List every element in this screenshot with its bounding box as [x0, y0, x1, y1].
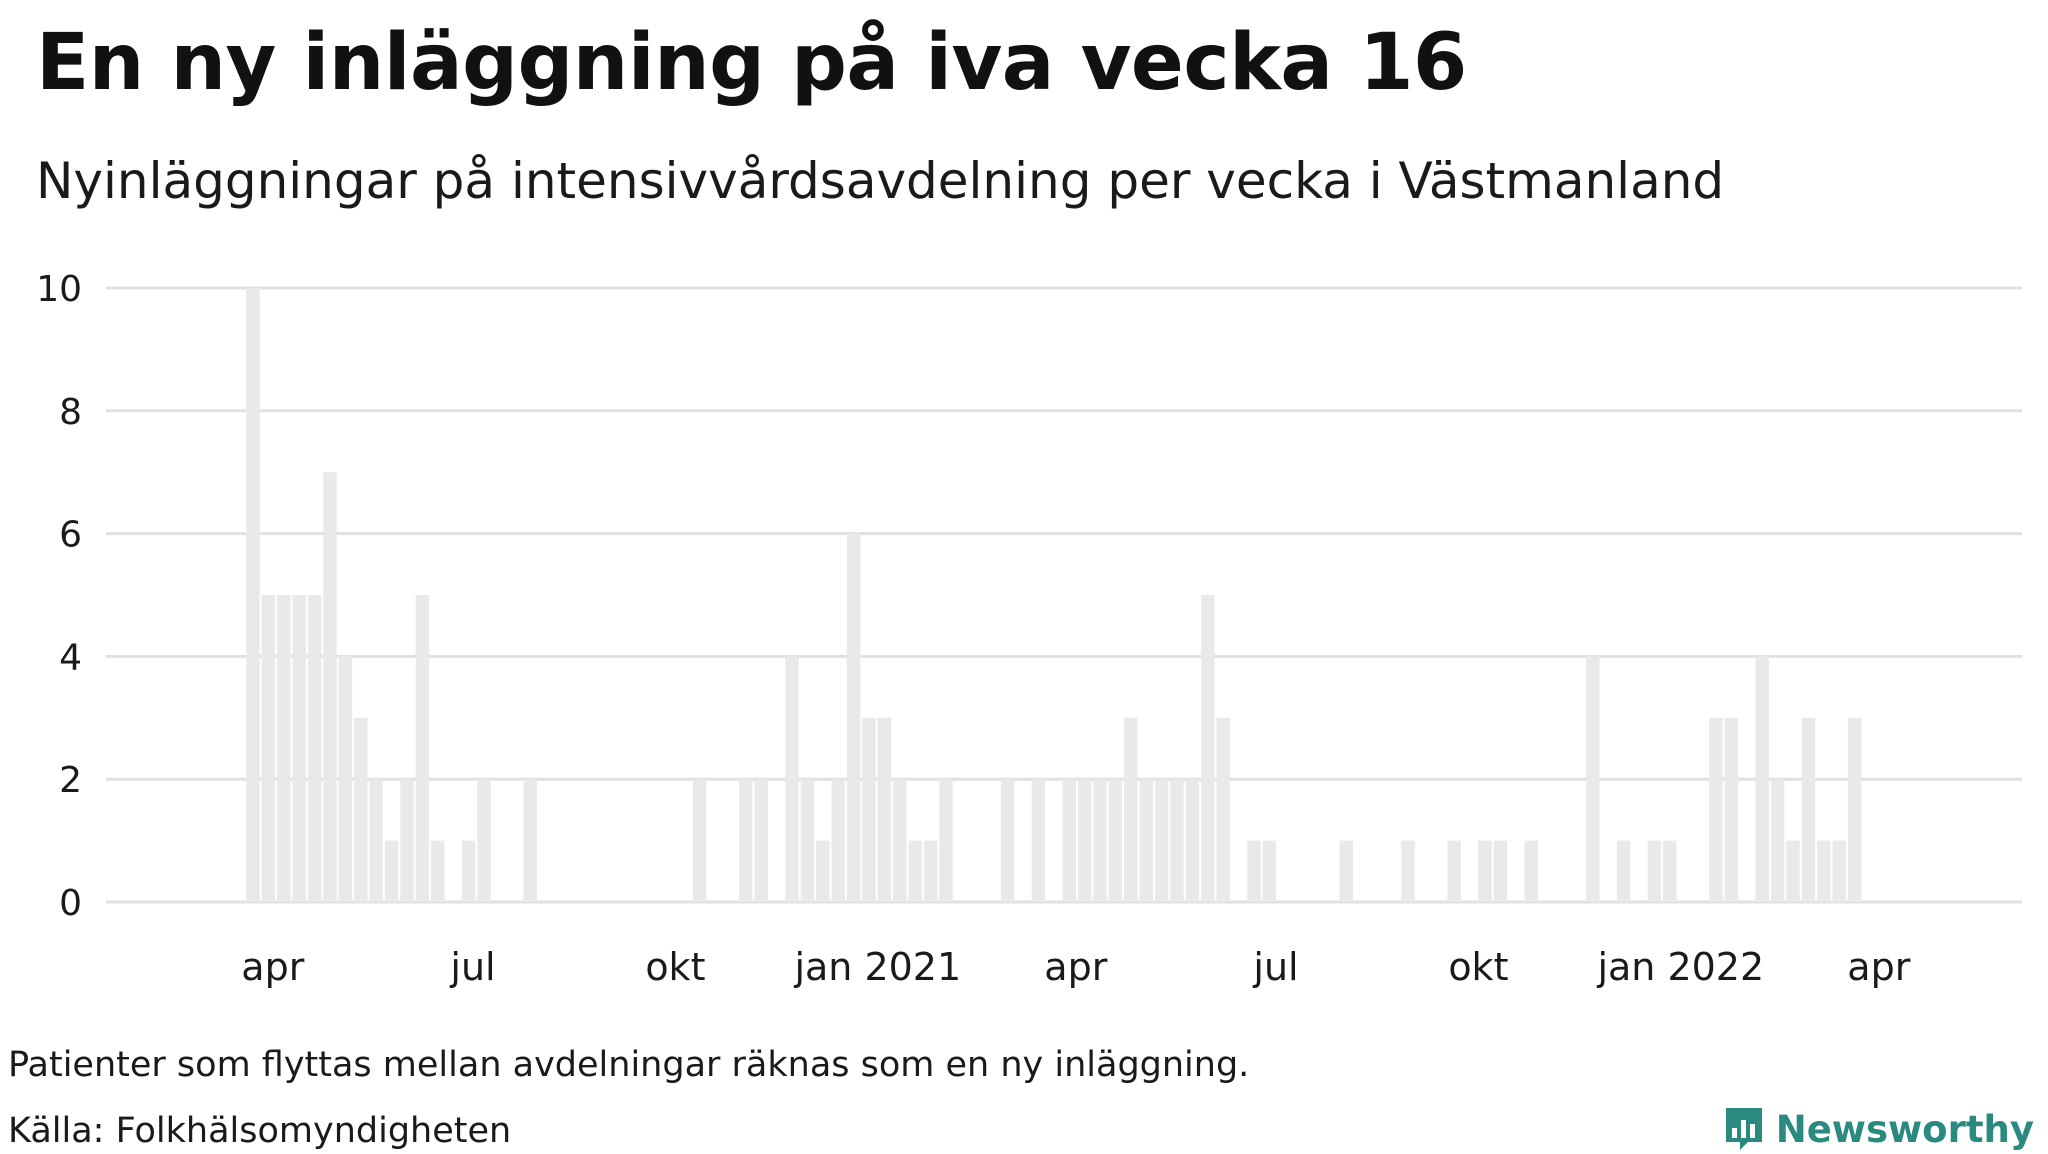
bar: [354, 717, 368, 902]
bar: [785, 656, 799, 902]
bar: [415, 595, 430, 902]
bar: [1663, 840, 1677, 902]
bar: [1216, 717, 1230, 902]
bar: [739, 779, 753, 902]
bar: [1709, 717, 1723, 902]
bar: [369, 779, 383, 902]
bar: [523, 779, 537, 902]
bar: [1586, 656, 1600, 902]
bar: [1185, 779, 1200, 902]
bar: [1139, 779, 1153, 902]
bar: [1154, 779, 1169, 902]
brand-logo: Newsworthy: [1722, 1104, 2034, 1154]
bar: [893, 779, 907, 902]
source-credit: Källa: Folkhälsomyndigheten: [8, 1111, 512, 1151]
bar: [400, 779, 414, 902]
bar: [1724, 717, 1739, 902]
bar: [1247, 840, 1261, 902]
bar: [1832, 840, 1846, 902]
bar: [1770, 779, 1785, 902]
bar: [461, 840, 476, 902]
bar: [1093, 779, 1107, 902]
x-tick-label: apr: [241, 945, 304, 989]
bar: [1000, 779, 1015, 902]
bar: [1124, 717, 1138, 902]
bar: [1616, 840, 1631, 902]
bar: [1478, 840, 1492, 902]
bar: [800, 779, 815, 902]
bar: [277, 595, 291, 902]
bar: [1339, 840, 1354, 902]
bar: [1170, 779, 1184, 902]
bar: [1031, 779, 1046, 902]
bar: [923, 840, 938, 902]
bar-chart: 0 2 4 6 8 10 apr jul okt jan 2021 apr jul okt jan 20…: [36, 269, 2022, 989]
bar: [261, 595, 276, 902]
y-axis-ticks: 0 2 4 6 8 10: [36, 269, 82, 924]
y-tick-label: 0: [59, 883, 82, 924]
bar: [862, 717, 876, 902]
chart-title: En ny inläggning på iva vecka 16: [36, 18, 1467, 108]
bar: [816, 840, 830, 902]
y-tick-label: 2: [59, 760, 82, 801]
x-axis-ticks: apr jul okt jan 2021 apr jul okt jan 2022 apr: [241, 945, 1910, 989]
bar: [292, 595, 306, 902]
bar: [1447, 840, 1461, 902]
bar: [1647, 840, 1662, 902]
bar: [846, 533, 861, 902]
bar: [1062, 779, 1076, 902]
x-tick-label: jan 2022: [1596, 945, 1764, 989]
bar: [1817, 840, 1831, 902]
x-tick-label: apr: [1847, 945, 1910, 989]
bars: [246, 288, 1862, 902]
x-tick-label: jul: [449, 945, 495, 989]
bar: [831, 779, 845, 902]
y-tick-label: 4: [59, 637, 82, 678]
x-tick-label: apr: [1044, 945, 1107, 989]
brand-name: Newsworthy: [1775, 1107, 2034, 1151]
bar: [1847, 717, 1862, 902]
x-tick-label: jan 2021: [793, 945, 961, 989]
bar: [1077, 779, 1092, 902]
bar: [877, 717, 892, 902]
bar: [323, 472, 337, 902]
y-tick-label: 6: [59, 515, 82, 556]
bar: [246, 288, 260, 902]
bar: [1755, 656, 1769, 902]
bar: [1493, 840, 1508, 902]
x-tick-label: okt: [645, 945, 705, 989]
bar: [1201, 595, 1215, 902]
bar: [1262, 840, 1277, 902]
bar: [338, 656, 353, 902]
bar: [939, 779, 953, 902]
bar: [1524, 840, 1538, 902]
bar: [754, 779, 768, 902]
bar: [1801, 717, 1816, 902]
y-tick-label: 8: [59, 392, 82, 433]
bar: [477, 779, 491, 902]
bar: [307, 595, 322, 902]
y-tick-label: 10: [36, 269, 82, 310]
bar: [384, 840, 399, 902]
bar: [908, 840, 922, 902]
x-tick-label: jul: [1252, 945, 1298, 989]
footnote: Patienter som flyttas mellan avdelningar…: [8, 1045, 1250, 1085]
bar: [1108, 779, 1123, 902]
newsworthy-icon: [1725, 1108, 1762, 1150]
x-tick-label: okt: [1448, 945, 1508, 989]
bar: [1401, 840, 1415, 902]
chart-subtitle: Nyinläggningar på intensivvårdsavdelning…: [36, 152, 1725, 210]
bar: [431, 840, 445, 902]
bar: [692, 779, 707, 902]
bar: [1786, 840, 1800, 902]
